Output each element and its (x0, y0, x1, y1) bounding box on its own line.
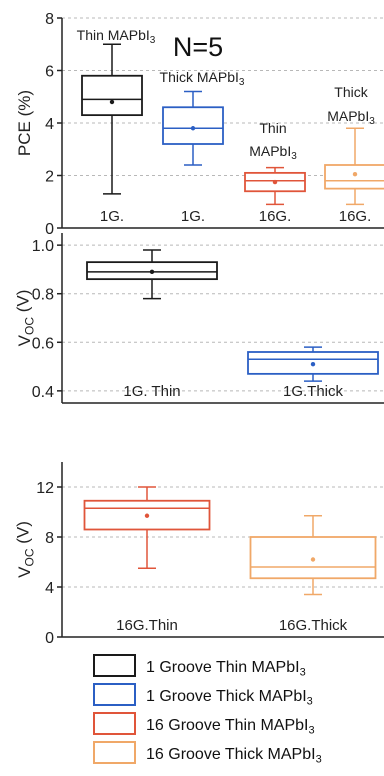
y-tick-label: 2 (45, 169, 54, 186)
mean-point (144, 513, 150, 518)
y-tick-label: 4 (45, 116, 54, 133)
category-label: 16G. (259, 208, 292, 225)
category-label: 1G. (181, 208, 205, 225)
box-label: Thin (259, 120, 286, 136)
y-axis-label: VOC (V) (14, 290, 37, 347)
box-1: 16G.Thin (83, 486, 211, 634)
category-label: 1G. (100, 208, 124, 225)
mean-point (310, 361, 316, 367)
panel-2: 0.4 0.6 0.8 1.0 VOC (V) 1G. Thin 1G.Thick (14, 233, 384, 404)
box-label: MAPbI3 (249, 143, 297, 162)
y-tick-label: 12 (36, 480, 54, 497)
legend-swatch (93, 741, 136, 764)
box-label: Thick (334, 84, 368, 100)
box-label: Thick MAPbI3 (160, 69, 245, 88)
y-tick-label: 8 (45, 11, 54, 28)
legend-text: 16 Groove Thick MAPbI3 (146, 746, 322, 765)
y-tick-label: 8 (45, 530, 54, 547)
y-axis-label: VOC (V) (14, 521, 37, 578)
legend-swatch (93, 654, 136, 677)
y-tick-label: 0 (45, 221, 54, 238)
box-2: 16G.Thick (249, 515, 377, 634)
box-rect (324, 164, 384, 190)
box-rect (162, 106, 224, 145)
category-label: 16G.Thick (279, 617, 348, 634)
mean-point (310, 557, 316, 562)
legend-item: 16 Groove Thin MAPbI3 (93, 712, 315, 736)
y-tick-label: 0.4 (32, 384, 54, 401)
mean-point (149, 269, 155, 275)
legend: 1 Groove Thin MAPbI3 1 Groove Thick MAPbI… (93, 654, 322, 765)
legend-text: 1 Groove Thick MAPbI3 (146, 688, 313, 707)
annotation: N=5 (173, 32, 223, 62)
y-axis-label: PCE (%) (15, 90, 34, 156)
box-label: MAPbI3 (327, 108, 375, 127)
box-label: Thin MAPbI3 (77, 27, 156, 46)
box-2: 1G.Thick (247, 346, 379, 400)
legend-swatch (93, 683, 136, 706)
y-tick-label: 6 (45, 64, 54, 81)
legend-item: 1 Groove Thin MAPbI3 (93, 654, 306, 678)
box-rect (83, 499, 211, 531)
category-label: 1G.Thick (283, 383, 344, 400)
legend-text: 1 Groove Thin MAPbI3 (146, 659, 306, 678)
mean-point (109, 99, 115, 105)
y-tick-label: 1.0 (32, 238, 54, 255)
y-tick-label: 4 (45, 580, 54, 597)
category-label: 16G. (339, 208, 372, 225)
box-1: 1G. Thin (86, 249, 218, 400)
category-label: 16G.Thin (116, 617, 178, 634)
y-tick-label: 0 (45, 630, 54, 647)
mean-point (190, 126, 196, 131)
legend-item: 1 Groove Thick MAPbI3 (93, 683, 313, 707)
panel-3: 0 4 8 12 VOC (V) 16G.Thin 16G.Thick (14, 462, 384, 647)
y-tick-label: 0.6 (32, 335, 54, 352)
mean-point (352, 171, 358, 177)
mean-point (272, 179, 278, 185)
box-1: 1G. (81, 43, 143, 225)
legend-text: 16 Groove Thin MAPbI3 (146, 717, 315, 736)
panel-1: 0 2 4 6 8 PCE (%) N=5 1G. 1G. 16G. 16G. Thin MAPbI3… (15, 11, 384, 238)
y-tick-label: 0.8 (32, 287, 54, 304)
legend-item: 16 Groove Thick MAPbI3 (93, 741, 322, 765)
category-label: 1G. Thin (123, 383, 180, 400)
box-rect (81, 74, 143, 117)
box-4: 16G. (324, 127, 384, 225)
box-3: 16G. (244, 166, 306, 225)
box-2: 1G. (162, 90, 224, 225)
legend-swatch (93, 712, 136, 735)
